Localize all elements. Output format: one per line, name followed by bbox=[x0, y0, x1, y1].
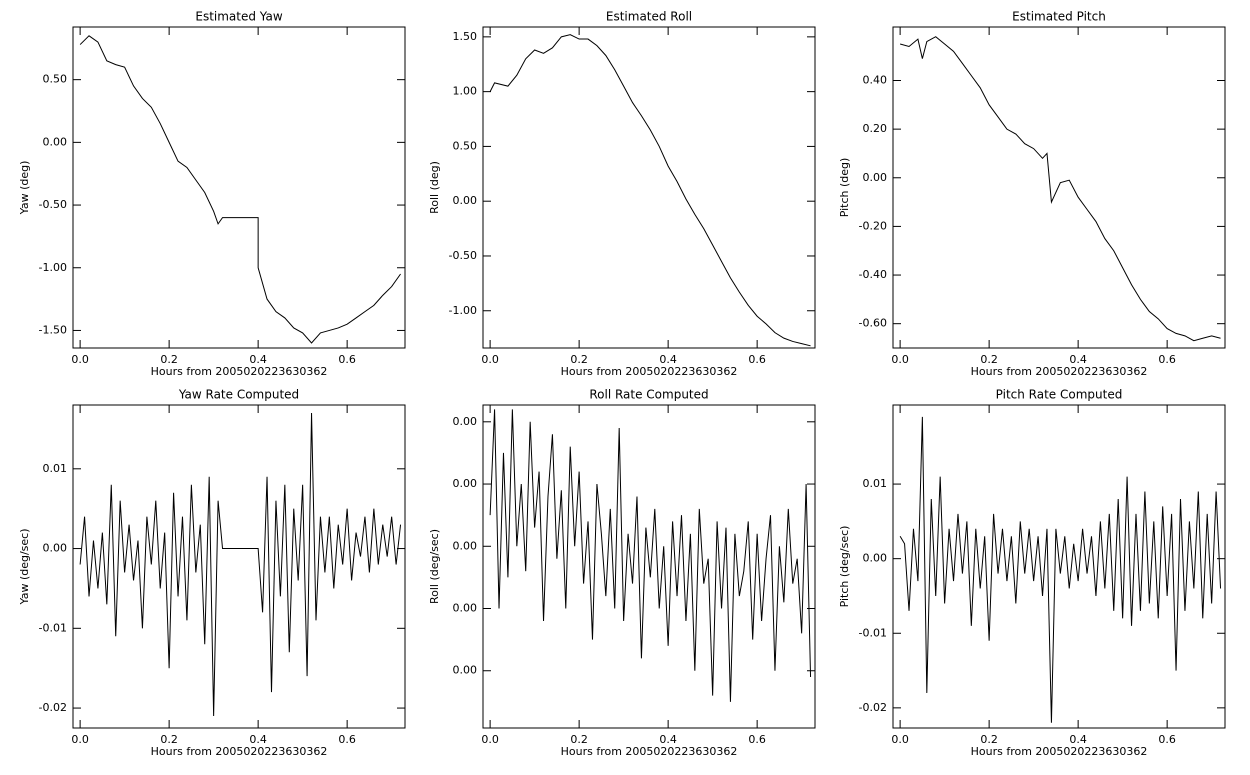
x-tick-label: 0.6 bbox=[338, 353, 356, 366]
data-line bbox=[899, 416, 1222, 723]
y-axis-label: Roll (deg/sec) bbox=[428, 529, 441, 604]
y-tick-label: 0.00 bbox=[863, 171, 888, 184]
x-tick-label: 0.4 bbox=[249, 353, 267, 366]
x-axis-label: Hours from 2005020223630362 bbox=[971, 745, 1148, 758]
chart-title: Pitch Rate Computed bbox=[996, 388, 1123, 402]
y-tick-label: 1.00 bbox=[453, 85, 478, 98]
y-tick-label: -1.00 bbox=[39, 261, 67, 274]
chart-title: Estimated Yaw bbox=[195, 10, 282, 24]
data-line bbox=[489, 34, 811, 347]
y-axis-label: Yaw (deg/sec) bbox=[18, 528, 31, 605]
x-tick-label: 0.0 bbox=[891, 353, 909, 366]
y-tick-label: 0.01 bbox=[43, 462, 68, 475]
y-tick-label: 0.00 bbox=[453, 194, 478, 207]
data-line bbox=[79, 35, 401, 344]
y-tick-label: -0.40 bbox=[859, 268, 887, 281]
y-tick-label: -0.01 bbox=[859, 626, 887, 639]
y-tick-label: 0.01 bbox=[863, 477, 888, 490]
y-tick-label: -1.50 bbox=[39, 323, 67, 336]
y-axis-label: Roll (deg) bbox=[428, 161, 441, 214]
x-axis-label: Hours from 2005020223630362 bbox=[151, 365, 328, 378]
x-tick-label: 0.0 bbox=[481, 353, 499, 366]
y-tick-label: 0.00 bbox=[453, 477, 478, 490]
x-tick-label: 0.4 bbox=[659, 733, 677, 746]
y-tick-label: 0.50 bbox=[43, 73, 68, 86]
chart-title: Estimated Roll bbox=[606, 10, 692, 24]
y-tick-label: 0.00 bbox=[863, 552, 888, 565]
x-tick-label: 0.2 bbox=[160, 353, 178, 366]
x-tick-label: 0.6 bbox=[748, 733, 766, 746]
data-line bbox=[79, 412, 402, 717]
x-tick-label: 0.4 bbox=[659, 353, 677, 366]
y-tick-label: -0.01 bbox=[39, 621, 67, 634]
chart-title: Roll Rate Computed bbox=[589, 388, 708, 402]
x-axis-label: Hours from 2005020223630362 bbox=[561, 365, 738, 378]
plot-frame bbox=[892, 26, 1226, 349]
x-axis-label: Hours from 2005020223630362 bbox=[151, 745, 328, 758]
y-tick-label: 1.50 bbox=[453, 30, 478, 43]
plot-frame bbox=[72, 26, 406, 349]
y-axis-label: Yaw (deg) bbox=[18, 161, 31, 216]
y-tick-label: -0.50 bbox=[449, 249, 477, 262]
x-tick-label: 0.0 bbox=[891, 733, 909, 746]
x-tick-label: 0.6 bbox=[1158, 353, 1176, 366]
x-tick-label: 0.4 bbox=[249, 733, 267, 746]
y-tick-label: 0.00 bbox=[453, 664, 478, 677]
chart-title: Yaw Rate Computed bbox=[178, 388, 299, 402]
y-tick-label: 0.50 bbox=[453, 139, 478, 152]
x-tick-label: 0.6 bbox=[1158, 733, 1176, 746]
plot-frame bbox=[482, 404, 816, 729]
y-axis-label: Pitch (deg/sec) bbox=[838, 526, 851, 608]
x-tick-label: 0.0 bbox=[71, 353, 89, 366]
x-tick-label: 0.0 bbox=[71, 733, 89, 746]
chart-title: Estimated Pitch bbox=[1012, 10, 1106, 24]
plot-frame bbox=[482, 26, 816, 349]
y-tick-label: 0.00 bbox=[453, 602, 478, 615]
x-tick-label: 0.2 bbox=[980, 733, 998, 746]
x-tick-label: 0.2 bbox=[980, 353, 998, 366]
y-tick-label: 0.00 bbox=[453, 539, 478, 552]
y-tick-label: 0.20 bbox=[863, 122, 888, 135]
plot-frame bbox=[72, 404, 406, 729]
y-tick-label: 0.40 bbox=[863, 74, 888, 87]
data-line bbox=[489, 409, 812, 702]
x-axis-label: Hours from 2005020223630362 bbox=[561, 745, 738, 758]
y-tick-label: -0.20 bbox=[859, 219, 887, 232]
x-tick-label: 0.4 bbox=[1069, 733, 1087, 746]
plot-frame bbox=[892, 404, 1226, 729]
x-axis-label: Hours from 2005020223630362 bbox=[971, 365, 1148, 378]
x-tick-label: 0.2 bbox=[570, 353, 588, 366]
x-tick-label: 0.6 bbox=[338, 733, 356, 746]
x-tick-label: 0.2 bbox=[570, 733, 588, 746]
y-axis-label: Pitch (deg) bbox=[838, 158, 851, 218]
y-tick-label: -0.02 bbox=[39, 701, 67, 714]
x-tick-label: 0.2 bbox=[160, 733, 178, 746]
y-tick-label: -0.50 bbox=[39, 198, 67, 211]
y-tick-label: 0.00 bbox=[43, 135, 68, 148]
y-tick-label: -0.02 bbox=[859, 701, 887, 714]
x-tick-label: 0.0 bbox=[481, 733, 499, 746]
x-tick-label: 0.4 bbox=[1069, 353, 1087, 366]
y-tick-label: -1.00 bbox=[449, 304, 477, 317]
y-tick-label: 0.00 bbox=[43, 542, 68, 555]
y-tick-label: -0.60 bbox=[859, 317, 887, 330]
x-tick-label: 0.6 bbox=[748, 353, 766, 366]
y-tick-label: 0.00 bbox=[453, 415, 478, 428]
data-line bbox=[899, 36, 1221, 342]
